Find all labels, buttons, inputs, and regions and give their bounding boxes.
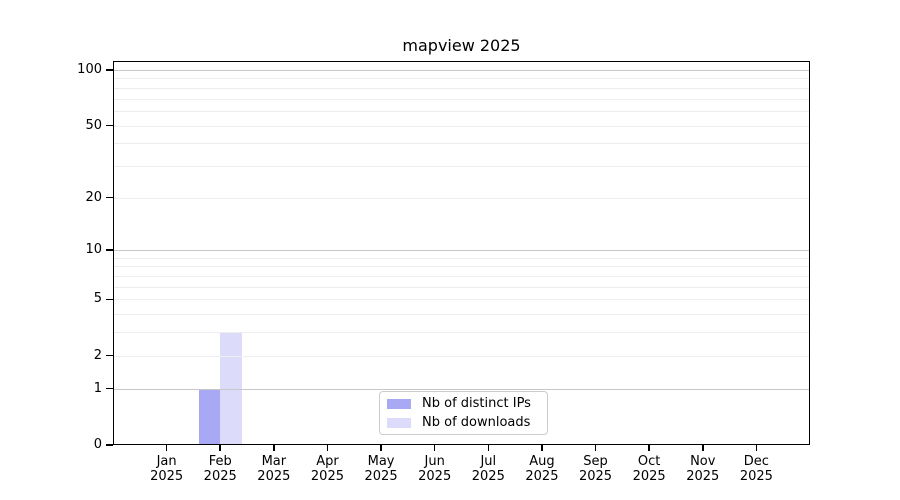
x-tick-feb: [219, 445, 221, 451]
legend-row-distinct-ips: Nb of distinct IPs: [387, 396, 547, 412]
x-tick-label-may: May 2025: [364, 454, 398, 484]
x-tick-sep: [594, 445, 597, 451]
x-tick-label-feb: Feb 2025: [203, 454, 237, 484]
x-tick-label-dec: Dec 2025: [739, 454, 773, 484]
y-tick-label-10: 10: [85, 242, 102, 258]
y-tick-5: [106, 298, 113, 301]
gridline-minor-70: [114, 98, 809, 100]
plot-area: [113, 61, 810, 445]
x-tick-label-oct: Oct 2025: [632, 454, 666, 484]
x-tick-jul: [487, 445, 490, 451]
y-tick-label-100: 100: [77, 62, 102, 77]
x-tick-label-sep: Sep 2025: [578, 454, 613, 484]
bar-distinct-ips-feb: [198, 388, 221, 444]
legend-swatch-downloads: [387, 417, 411, 428]
x-tick-may: [380, 445, 382, 451]
legend-swatch-distinct-ips: [387, 398, 411, 409]
legend-row-downloads: Nb of downloads: [387, 415, 547, 431]
gridline-minor-8: [114, 266, 809, 268]
y-tick-20: [106, 196, 113, 199]
x-tick-label-jun: Jun 2025: [418, 454, 452, 484]
gridline-minor-2: [114, 355, 809, 357]
x-tick-label-apr: Apr 2025: [310, 454, 344, 484]
y-tick-50: [106, 124, 113, 127]
x-tick-label-jan: Jan 2025: [150, 454, 184, 484]
gridline-minor-30: [114, 165, 809, 167]
y-tick-label-20: 20: [85, 189, 102, 205]
x-tick-label-nov: Nov 2025: [686, 454, 720, 484]
bar-downloads-feb: [220, 332, 242, 444]
y-tick-label-5: 5: [93, 291, 102, 307]
gridline-minor-7: [114, 276, 809, 278]
x-tick-apr: [326, 445, 329, 451]
y-tick-label-0: 0: [93, 437, 102, 452]
x-tick-jun: [433, 445, 436, 451]
gridline-minor-60: [114, 110, 809, 112]
x-tick-label-mar: Mar 2025: [257, 454, 291, 484]
x-tick-dec: [755, 445, 758, 451]
gridline-minor-9: [114, 257, 809, 259]
y-tick-label-2: 2: [93, 347, 102, 363]
y-tick-100: [106, 69, 113, 71]
gridline-minor-90: [114, 78, 809, 80]
y-tick-0: [106, 444, 113, 446]
y-tick-label-50: 50: [85, 117, 102, 133]
gridline-minor-80: [114, 87, 809, 89]
x-tick-jan: [165, 445, 168, 451]
legend-label-distinct-ips: Nb of distinct IPs: [422, 396, 531, 411]
gridline-minor-4: [114, 314, 809, 316]
gridline-minor-6: [114, 286, 809, 288]
gridline-minor-40: [114, 143, 809, 145]
x-tick-label-jul: Jul 2025: [471, 454, 505, 484]
gridline-major-100: [114, 70, 809, 71]
gridline-major-1: [114, 388, 809, 390]
gridline-minor-3: [114, 332, 809, 334]
y-tick-1: [106, 387, 113, 390]
chart-title: mapview 2025: [402, 36, 521, 55]
y-tick-2: [106, 354, 113, 357]
gridline-minor-20: [114, 197, 809, 199]
x-tick-label-aug: Aug 2025: [525, 454, 559, 484]
y-tick-label-1: 1: [93, 380, 102, 396]
x-tick-aug: [541, 445, 543, 451]
gridline-minor-5: [114, 299, 809, 301]
legend-label-downloads: Nb of downloads: [422, 415, 531, 430]
x-tick-oct: [648, 445, 650, 451]
gridline-minor-50: [114, 125, 809, 127]
y-tick-10: [106, 249, 113, 251]
legend: Nb of distinct IPs Nb of downloads: [379, 391, 548, 435]
x-tick-mar: [273, 445, 275, 451]
gridline-major-10: [114, 250, 809, 252]
x-tick-nov: [702, 445, 704, 451]
